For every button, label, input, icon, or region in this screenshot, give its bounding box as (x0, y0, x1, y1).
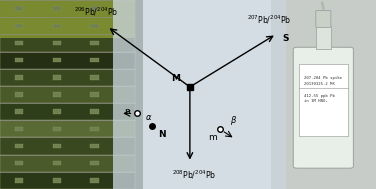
Bar (316, 26, 331, 49)
Text: S: S (282, 34, 288, 43)
Bar (0, 137, 135, 155)
Bar (15, 41, 23, 45)
Bar (90, 75, 99, 80)
Bar (15, 58, 23, 62)
Text: in 1M HNO₃: in 1M HNO₃ (304, 99, 327, 103)
Text: $\alpha$: $\alpha$ (145, 113, 152, 122)
Bar (15, 144, 23, 148)
Bar (15, 6, 23, 11)
Bar (15, 161, 23, 166)
Bar (53, 75, 61, 80)
Text: $^{206}$Pb/$^{204}$Pb: $^{206}$Pb/$^{204}$Pb (74, 5, 118, 18)
Bar (53, 23, 61, 28)
Text: m: m (208, 133, 217, 142)
Bar (90, 6, 99, 11)
Bar (53, 92, 61, 97)
Bar (53, 178, 61, 183)
Bar (0, 0, 135, 38)
Bar (90, 161, 99, 166)
Bar (0, 120, 135, 137)
Bar (53, 144, 61, 148)
Bar (299, 64, 348, 136)
Text: n: n (124, 107, 130, 116)
Text: $^{207}$Pb/$^{204}$Pb: $^{207}$Pb/$^{204}$Pb (247, 14, 291, 26)
Bar (0, 17, 135, 34)
Text: $\beta$: $\beta$ (230, 115, 237, 127)
Bar (0, 0, 143, 189)
Bar (15, 75, 23, 80)
Bar (53, 161, 61, 166)
Bar (15, 23, 23, 28)
Bar (271, 0, 376, 189)
Bar (90, 127, 99, 131)
Bar (53, 6, 61, 11)
Bar (90, 178, 99, 183)
Bar (0, 172, 135, 189)
Bar (90, 58, 99, 62)
Bar (15, 92, 23, 97)
Bar (0, 34, 135, 52)
Bar (0, 52, 135, 69)
Bar (90, 41, 99, 45)
Text: N: N (158, 130, 165, 139)
Text: 207-204 Pb spike: 207-204 Pb spike (304, 76, 342, 80)
Bar (113, 0, 286, 189)
Text: $^{208}$Pb/$^{204}$Pb: $^{208}$Pb/$^{204}$Pb (171, 168, 216, 181)
Bar (15, 109, 23, 114)
Bar (0, 86, 135, 103)
Text: 412.55 ppb Pb: 412.55 ppb Pb (304, 94, 335, 98)
FancyBboxPatch shape (293, 47, 353, 168)
Text: 20130325-2 MK: 20130325-2 MK (304, 82, 335, 86)
Bar (53, 109, 61, 114)
Bar (0, 69, 135, 86)
Bar (0, 103, 135, 120)
Bar (15, 127, 23, 131)
Text: M: M (171, 74, 180, 83)
FancyBboxPatch shape (316, 10, 331, 27)
Bar (0, 0, 135, 17)
Bar (90, 109, 99, 114)
Bar (90, 23, 99, 28)
FancyArrowPatch shape (322, 3, 323, 9)
Bar (53, 41, 61, 45)
Bar (53, 127, 61, 131)
Bar (15, 178, 23, 183)
Bar (90, 92, 99, 97)
Bar (53, 58, 61, 62)
Bar (0, 155, 135, 172)
Bar (90, 144, 99, 148)
